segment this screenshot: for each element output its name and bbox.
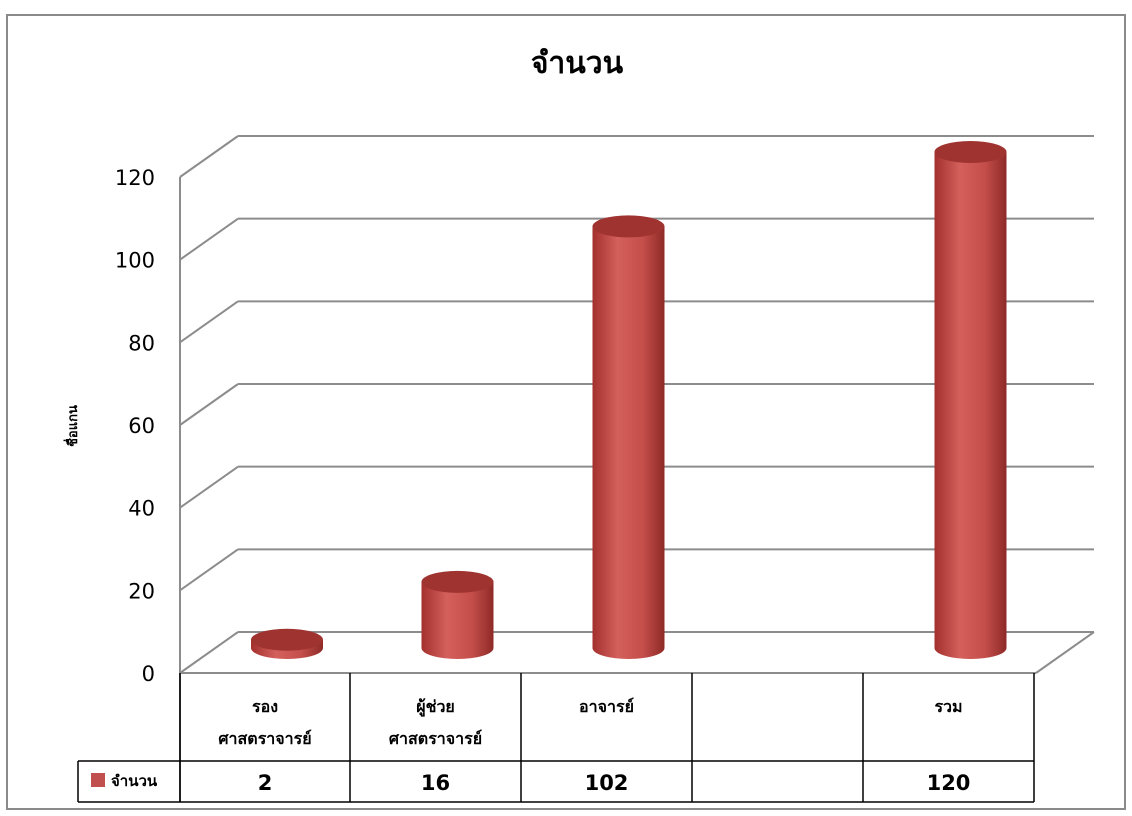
y-tick-label: 60 (128, 414, 155, 438)
category-label: รอง (252, 697, 278, 716)
y-tick-label: 100 (115, 249, 155, 273)
y-tick-labels: 0 20 40 60 80 100 120 (115, 166, 155, 686)
y-axis-label: ชื่อแกน (63, 405, 81, 447)
gridline-side (179, 631, 239, 674)
cylinder-body (934, 152, 1007, 659)
category-label: อาจารย์ (579, 697, 634, 716)
data-value-label: 16 (421, 771, 450, 795)
legend-label: จำนวน (111, 772, 158, 790)
cylinder-bar (592, 215, 665, 659)
cylinder-bar (251, 628, 323, 659)
chart-title: จำนวน (531, 46, 624, 81)
category-label: ผู้ช่วย (416, 697, 455, 718)
gridline-side (179, 548, 239, 592)
legend-swatch (91, 773, 105, 787)
bars (251, 141, 1007, 659)
data-value-label: 102 (585, 771, 629, 795)
cylinder-bar (934, 141, 1007, 659)
data-value-label: 120 (927, 771, 971, 795)
y-tick-label: 120 (115, 166, 155, 190)
gridline-side (179, 383, 239, 426)
cylinder-body (592, 226, 665, 659)
category-label: ศาสตราจารย์ (389, 729, 482, 748)
floor-right-edge (1035, 631, 1095, 674)
cylinder-top (421, 570, 494, 593)
cylinder-top (592, 215, 665, 238)
cylinder-top (251, 628, 323, 651)
gridline-side (179, 135, 239, 178)
y-tick-label: 20 (128, 579, 155, 603)
cylinder-top (934, 141, 1007, 163)
category-label: ศาสตราจารย์ (218, 729, 311, 748)
y-tick-label: 0 (142, 662, 155, 686)
cylinder-bar (421, 570, 494, 659)
category-label: รวม (934, 697, 962, 716)
gridline-side (179, 300, 239, 344)
cylinder-body (421, 581, 494, 659)
data-value-label: 2 (258, 771, 273, 795)
gridline-side (179, 465, 239, 509)
y-tick-label: 40 (128, 497, 155, 521)
y-tick-label: 80 (128, 331, 155, 355)
gridline-side (179, 217, 239, 261)
